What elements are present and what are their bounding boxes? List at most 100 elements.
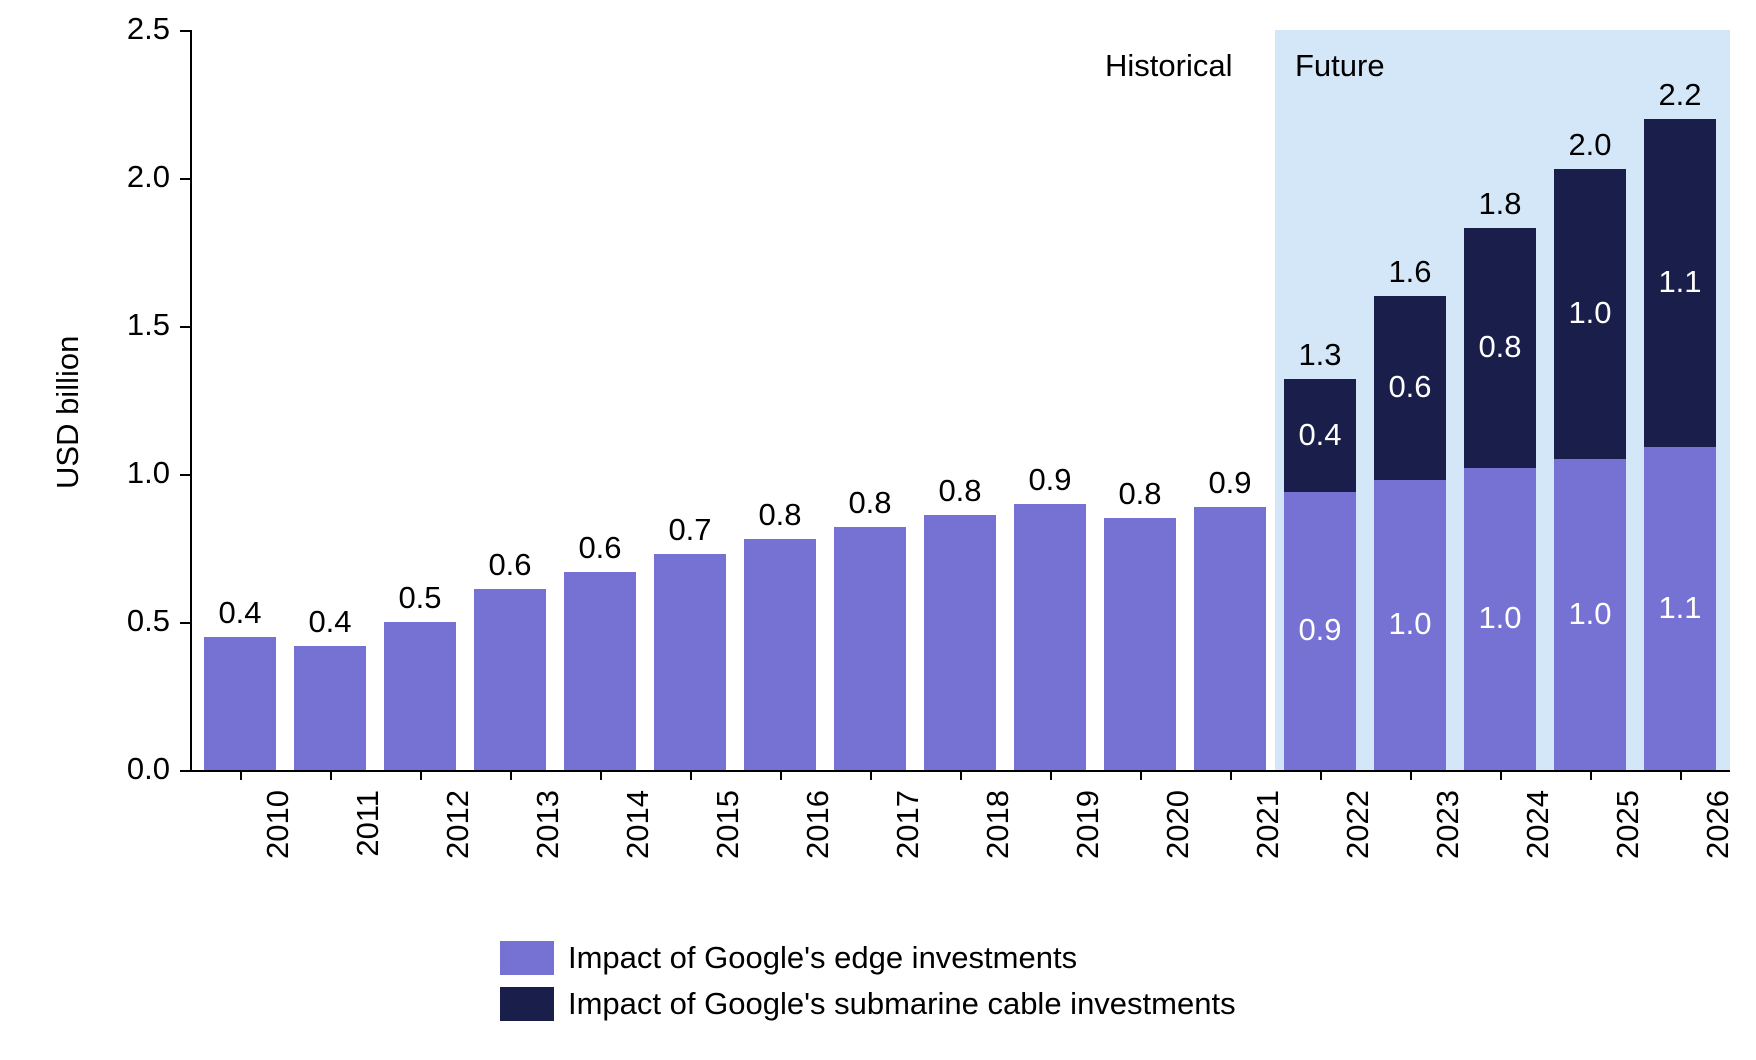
- bar-2011: 0.4: [294, 646, 366, 770]
- bar-2015: 0.7: [654, 554, 726, 770]
- bar-segment-edge: [834, 527, 906, 770]
- bar-2022: 1.30.90.4: [1284, 379, 1356, 770]
- bar-2023: 1.61.00.6: [1374, 296, 1446, 770]
- x-tick-label: 2026: [1700, 790, 1736, 870]
- x-tick-label: 2010: [260, 790, 296, 870]
- x-tick-label: 2020: [1160, 790, 1196, 870]
- y-axis-line: [190, 30, 192, 770]
- y-tick-label: 2.0: [100, 159, 170, 195]
- legend-label: Impact of Google's edge investments: [568, 940, 1077, 976]
- bar-2025: 2.01.01.0: [1554, 169, 1626, 770]
- x-tick: [1590, 770, 1592, 780]
- x-tick: [600, 770, 602, 780]
- x-tick-label: 2014: [620, 790, 656, 870]
- x-tick-label: 2021: [1250, 790, 1286, 870]
- bar-2021: 0.9: [1194, 507, 1266, 770]
- bar-2016: 0.8: [744, 539, 816, 770]
- bar-segment-submarine-label: 1.0: [1554, 295, 1626, 331]
- bar-total-label: 0.6: [564, 530, 636, 566]
- x-tick-label: 2017: [890, 790, 926, 870]
- x-tick: [1140, 770, 1142, 780]
- bar-2020: 0.8: [1104, 518, 1176, 770]
- x-tick: [1680, 770, 1682, 780]
- bar-segment-edge: [654, 554, 726, 770]
- legend-item-submarine: Impact of Google's submarine cable inves…: [500, 986, 1236, 1022]
- bar-segment-submarine-label: 1.1: [1644, 264, 1716, 300]
- bar-segment-edge: [564, 572, 636, 770]
- x-tick: [960, 770, 962, 780]
- bar-segment-edge-label: 0.9: [1284, 612, 1356, 648]
- x-tick: [330, 770, 332, 780]
- bar-total-label: 0.4: [294, 604, 366, 640]
- future-label: Future: [1295, 48, 1385, 84]
- bar-total-label: 0.9: [1014, 462, 1086, 498]
- legend: Impact of Google's edge investments Impac…: [500, 940, 1236, 1022]
- x-tick: [510, 770, 512, 780]
- bar-segment-edge-label: 1.0: [1554, 596, 1626, 632]
- bar-total-label: 0.6: [474, 547, 546, 583]
- y-tick: [180, 30, 190, 32]
- y-tick-label: 1.0: [100, 455, 170, 491]
- bar-segment-edge-label: 1.0: [1464, 600, 1536, 636]
- bar-total-label: 0.7: [654, 512, 726, 548]
- y-tick: [180, 622, 190, 624]
- x-tick-label: 2025: [1610, 790, 1646, 870]
- y-tick: [180, 326, 190, 328]
- legend-swatch: [500, 987, 554, 1021]
- x-tick: [870, 770, 872, 780]
- bar-2026: 2.21.11.1: [1644, 119, 1716, 770]
- bar-segment-edge: [1014, 504, 1086, 770]
- bar-total-label: 0.8: [834, 485, 906, 521]
- bar-segment-edge: [1194, 507, 1266, 770]
- x-tick: [240, 770, 242, 780]
- plot-area: Historical Future 0.00.51.01.52.02.50.42…: [190, 30, 1730, 770]
- y-tick-label: 0.0: [100, 751, 170, 787]
- legend-swatch: [500, 941, 554, 975]
- bar-segment-edge-label: 1.0: [1374, 606, 1446, 642]
- bar-2024: 1.81.00.8: [1464, 228, 1536, 770]
- chart-container: USD billion Historical Future 0.0 0.5 1.0 1…: [0, 0, 1756, 1060]
- bar-total-label: 2.2: [1644, 77, 1716, 113]
- bar-2010: 0.4: [204, 637, 276, 770]
- bar-2019: 0.9: [1014, 504, 1086, 770]
- legend-label: Impact of Google's submarine cable inves…: [568, 986, 1236, 1022]
- x-tick: [420, 770, 422, 780]
- x-tick-label: 2023: [1430, 790, 1466, 870]
- bar-segment-edge: [924, 515, 996, 770]
- bar-segment-edge: [294, 646, 366, 770]
- x-tick: [1410, 770, 1412, 780]
- bar-segment-edge: [204, 637, 276, 770]
- bar-total-label: 0.5: [384, 580, 456, 616]
- y-tick-label: 2.5: [100, 11, 170, 47]
- bar-total-label: 0.8: [1104, 476, 1176, 512]
- bar-2014: 0.6: [564, 572, 636, 770]
- x-tick-label: 2022: [1340, 790, 1376, 870]
- x-tick: [1050, 770, 1052, 780]
- y-tick: [180, 474, 190, 476]
- bar-segment-submarine-label: 0.8: [1464, 329, 1536, 365]
- y-tick: [180, 770, 190, 772]
- bar-total-label: 0.9: [1194, 465, 1266, 501]
- bar-total-label: 0.8: [924, 473, 996, 509]
- bar-segment-submarine-label: 0.4: [1284, 417, 1356, 453]
- bar-total-label: 1.6: [1374, 254, 1446, 290]
- historical-label: Historical: [1105, 48, 1232, 84]
- x-tick-label: 2012: [440, 790, 476, 870]
- x-tick-label: 2019: [1070, 790, 1106, 870]
- y-tick: [180, 178, 190, 180]
- x-tick: [1230, 770, 1232, 780]
- bar-total-label: 2.0: [1554, 127, 1626, 163]
- bar-segment-edge: [744, 539, 816, 770]
- x-tick-label: 2013: [530, 790, 566, 870]
- bar-segment-edge: [1104, 518, 1176, 770]
- bar-2012: 0.5: [384, 622, 456, 770]
- bar-segment-edge: [384, 622, 456, 770]
- y-axis-label: USD billion: [50, 335, 86, 488]
- x-tick: [780, 770, 782, 780]
- x-tick: [690, 770, 692, 780]
- x-tick: [1320, 770, 1322, 780]
- bar-segment-submarine-label: 0.6: [1374, 369, 1446, 405]
- bar-total-label: 0.4: [204, 595, 276, 631]
- bar-2018: 0.8: [924, 515, 996, 770]
- x-tick-label: 2024: [1520, 790, 1556, 870]
